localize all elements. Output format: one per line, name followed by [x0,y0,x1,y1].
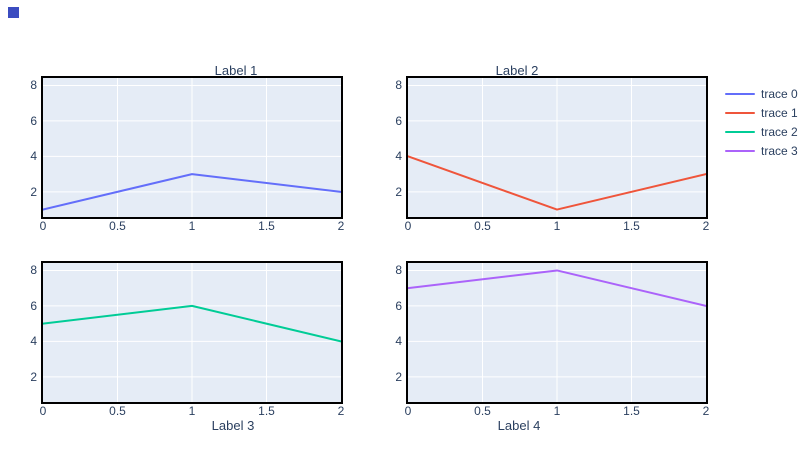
y-tick-label: 8 [395,78,402,93]
x-tick-label: 2 [702,404,710,418]
legend-label: trace 2 [761,124,798,139]
x-tick-label: 1.5 [623,219,640,233]
y-tick-label: 2 [30,369,37,384]
y-tick-label: 2 [30,184,37,199]
x-tick-label: 1 [188,219,196,233]
legend-line-swatch [725,92,755,95]
y-tick-label: 4 [395,149,402,164]
y-tick-label: 4 [395,334,402,349]
legend-item-trace-2[interactable]: trace 2 [725,122,798,141]
subplot-title-label-1: Label 1 [214,63,258,78]
subplot-title-label-4: Label 4 [497,418,541,433]
x-tick-label: 0 [404,404,412,418]
x-tick-label: 0 [404,219,412,233]
y-tick-label: 6 [30,298,37,313]
legend-item-trace-1[interactable]: trace 1 [725,103,798,122]
y-tick-label: 2 [395,184,402,199]
y-tick-label: 6 [395,298,402,313]
x-tick-label: 1 [553,219,561,233]
subplot-title-label-3: Label 3 [211,418,255,433]
plot-area-label-1[interactable] [41,76,343,219]
legend-label: trace 3 [761,143,798,158]
y-tick-label: 8 [395,263,402,278]
y-tick-label: 8 [30,263,37,278]
legend-line-swatch [725,130,755,133]
legend-item-trace-3[interactable]: trace 3 [725,141,798,160]
x-tick-label: 0.5 [474,404,491,418]
legend: trace 0 trace 1 trace 2 trace 3 [725,84,798,160]
x-tick-label: 1.5 [258,404,275,418]
trace-line-trace-0 [43,173,341,211]
x-tick-label: 0.5 [109,219,126,233]
legend-item-trace-0[interactable]: trace 0 [725,84,798,103]
plot-area-label-3[interactable] [41,261,343,404]
trace-line-trace-2 [43,304,341,343]
x-tick-label: 0 [39,404,47,418]
subplot-title-label-2: Label 2 [495,63,539,78]
x-tick-label: 1.5 [258,219,275,233]
legend-line-swatch [725,111,755,114]
x-tick-label: 2 [337,219,345,233]
x-tick-label: 1 [188,404,196,418]
legend-label: trace 1 [761,105,798,120]
plot-area-label-4[interactable] [406,261,708,404]
x-tick-label: 1 [553,404,561,418]
x-tick-label: 2 [702,219,710,233]
y-tick-label: 6 [395,113,402,128]
x-tick-label: 1.5 [623,404,640,418]
legend-label: trace 0 [761,86,798,101]
y-tick-label: 6 [30,113,37,128]
x-tick-label: 0.5 [474,219,491,233]
x-tick-label: 2 [337,404,345,418]
y-tick-label: 4 [30,149,37,164]
y-tick-label: 4 [30,334,37,349]
y-tick-label: 8 [30,78,37,93]
y-tick-label: 2 [395,369,402,384]
trace-line-trace-3 [408,269,706,307]
x-tick-label: 0.5 [109,404,126,418]
legend-line-swatch [725,149,755,152]
trace-line-trace-1 [408,155,706,211]
x-tick-label: 0 [39,219,47,233]
plot-area-label-2[interactable] [406,76,708,219]
corner-marker-square [8,7,19,18]
